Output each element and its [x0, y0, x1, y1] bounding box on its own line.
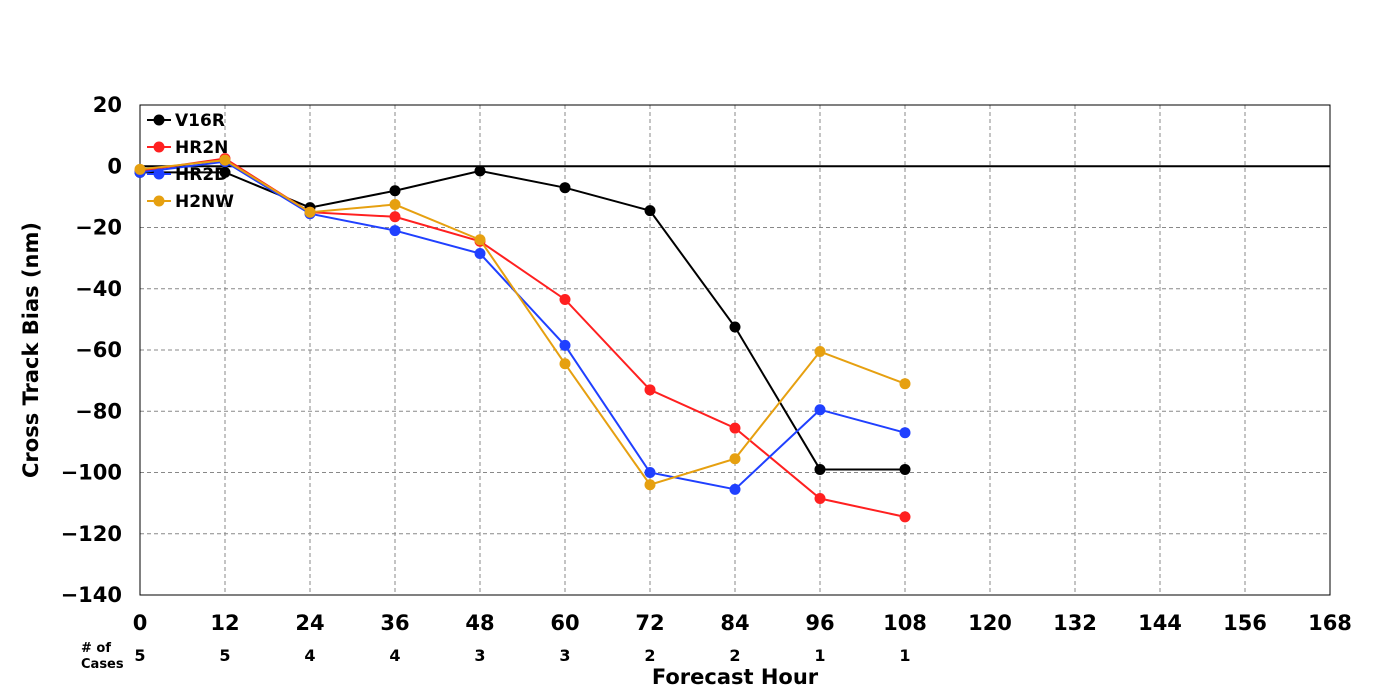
- cases-count: 1: [814, 646, 825, 665]
- x-tick-label: 0: [133, 611, 148, 635]
- y-tick-label: −100: [61, 461, 122, 485]
- legend-swatch-marker: [153, 141, 165, 153]
- x-tick-label: 24: [295, 611, 324, 635]
- data-point-v16r: [219, 166, 231, 178]
- data-point-h2nw: [304, 206, 316, 218]
- series-line-hr2d: [139, 160, 906, 491]
- data-point-h2nw: [474, 234, 486, 246]
- data-point-v16r: [644, 205, 656, 217]
- y-tick-label: −60: [75, 338, 122, 362]
- data-point-hr2d: [814, 404, 826, 416]
- data-point-hr2n: [559, 293, 571, 305]
- x-tick-label: 108: [883, 611, 927, 635]
- legend-swatch-marker: [153, 114, 165, 126]
- series-layer: [134, 153, 911, 523]
- x-tick-label: 168: [1308, 611, 1352, 635]
- cases-count: 1: [899, 646, 910, 665]
- x-tick-label: 132: [1053, 611, 1097, 635]
- cases-label-line1: # of: [81, 641, 111, 656]
- plot-area-frame: [139, 104, 1331, 596]
- series-line-h2nw: [139, 159, 906, 486]
- data-point-h2nw: [219, 154, 231, 166]
- x-tick-label: 96: [805, 611, 834, 635]
- x-tick-label: 156: [1223, 611, 1267, 635]
- data-point-hr2d: [389, 225, 401, 237]
- data-point-hr2n: [729, 422, 741, 434]
- y-tick-label: −120: [61, 522, 122, 546]
- data-point-h2nw: [729, 453, 741, 465]
- data-point-h2nw: [389, 199, 401, 211]
- data-point-v16r: [559, 182, 571, 194]
- data-point-hr2d: [474, 248, 486, 260]
- grid-lines: [140, 105, 1330, 595]
- x-tick-label: 120: [968, 611, 1012, 635]
- cases-label-line2: Cases: [81, 657, 124, 672]
- cases-count: 3: [474, 646, 485, 665]
- legend-label: HR2N: [175, 138, 228, 158]
- number-of-cases-row: # of Cases 5 5 4 4 3 3 2 2 1 1: [81, 641, 911, 672]
- cases-count: 2: [729, 646, 740, 665]
- legend-swatch-marker: [153, 168, 165, 180]
- data-point-hr2n: [644, 384, 656, 396]
- data-point-v16r: [899, 463, 911, 475]
- axis-tick-labels: 20 0 −20 −40 −60 −80 −100 −120 −140 0 12 24 36 48 60 72…: [61, 93, 1352, 635]
- data-point-v16r: [389, 185, 401, 197]
- y-tick-label: 20: [93, 93, 122, 117]
- cases-count: 5: [134, 646, 145, 665]
- y-tick-label: −140: [61, 583, 122, 607]
- y-tick-label: −80: [75, 399, 122, 423]
- x-tick-label: 48: [465, 611, 494, 635]
- data-point-v16r: [814, 463, 826, 475]
- x-tick-label: 84: [720, 611, 749, 635]
- data-point-hr2d: [644, 467, 656, 478]
- data-point-hr2d: [559, 339, 571, 351]
- x-axis-title: Forecast Hour: [652, 665, 819, 689]
- x-tick-label: 144: [1138, 611, 1182, 635]
- data-point-hr2n: [899, 511, 911, 523]
- x-tick-label: 36: [380, 611, 409, 635]
- data-point-h2nw: [899, 378, 911, 390]
- cases-count: 4: [304, 646, 315, 665]
- cases-count: 4: [389, 646, 400, 665]
- legend-swatch-marker: [153, 195, 165, 207]
- legend-label: V16R: [175, 111, 225, 131]
- data-point-h2nw: [134, 163, 146, 175]
- y-tick-label: −40: [75, 277, 122, 301]
- y-axis-title: Cross Track Bias (nm): [19, 222, 43, 478]
- x-tick-label: 60: [550, 611, 579, 635]
- cases-count: 3: [559, 646, 570, 665]
- cases-count: 2: [644, 646, 655, 665]
- cases-count: 5: [219, 646, 230, 665]
- legend-label: HR2D: [175, 165, 228, 185]
- y-tick-label: −20: [75, 216, 122, 240]
- data-point-h2nw: [814, 346, 826, 358]
- data-point-h2nw: [559, 358, 571, 370]
- data-point-hr2d: [899, 427, 911, 439]
- series-line-v16r: [140, 169, 905, 471]
- legend: V16R HR2N HR2D H2NW: [147, 111, 234, 212]
- data-point-hr2d: [729, 483, 741, 495]
- series-line-hr2n: [139, 157, 906, 518]
- data-point-h2nw: [644, 479, 656, 491]
- x-tick-label: 12: [210, 611, 239, 635]
- legend-label: H2NW: [175, 192, 234, 212]
- y-tick-label: 0: [107, 154, 122, 178]
- data-point-hr2n: [389, 211, 401, 223]
- data-point-hr2n: [814, 493, 826, 505]
- data-point-v16r: [729, 321, 741, 333]
- data-point-v16r: [474, 165, 486, 177]
- x-tick-label: 72: [635, 611, 664, 635]
